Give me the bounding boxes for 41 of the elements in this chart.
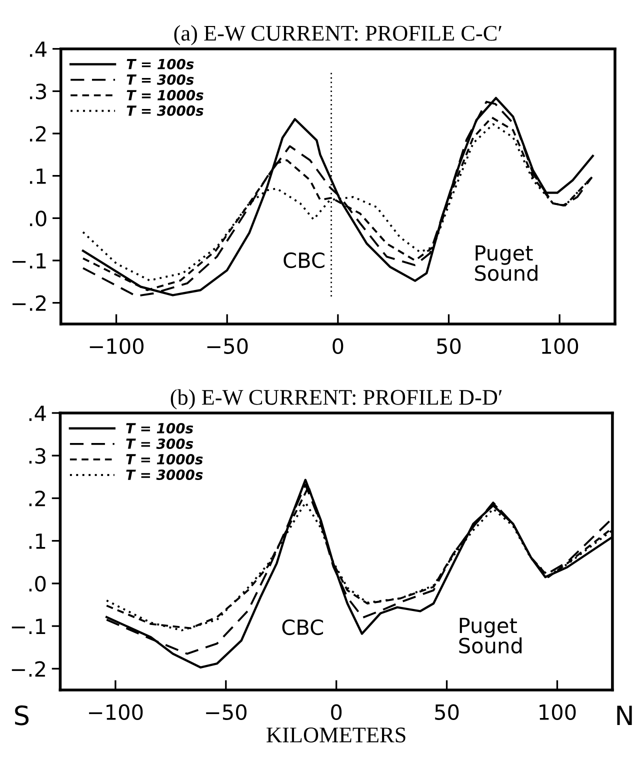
x-axis-title: KILOMETERS bbox=[266, 728, 406, 742]
text: S bbox=[15, 705, 29, 726]
y-tick-label: .2 bbox=[29, 490, 45, 506]
x-tick-label: −100 bbox=[90, 338, 144, 354]
text: N bbox=[617, 706, 632, 725]
y-tick-label: −.2 bbox=[12, 661, 45, 677]
x-tick-label: 100 bbox=[540, 704, 576, 720]
chart-title: (a) E-W CURRENT: PROFILE C-C′ bbox=[174, 25, 502, 46]
y-tick-label: .2 bbox=[30, 126, 46, 142]
legend-label: T = 3000s bbox=[126, 470, 203, 480]
annotation: Puget Sound bbox=[475, 245, 538, 281]
y-tick-label: .4 bbox=[29, 406, 46, 421]
y-tick-label: −.1 bbox=[12, 618, 46, 634]
y-tick-label: .3 bbox=[29, 448, 46, 464]
y-tick-label: .0 bbox=[30, 210, 46, 226]
annotation: Puget Sound bbox=[459, 618, 522, 654]
annotation: CBC bbox=[282, 619, 324, 636]
x-tick-label: −50 bbox=[206, 704, 246, 720]
x-tick-label: 100 bbox=[542, 338, 578, 354]
legend-label: T = 300s bbox=[126, 438, 194, 449]
chart-title: (b) E-W CURRENT: PROFILE D-D′ bbox=[170, 389, 502, 410]
legend-label: T = 1000s bbox=[126, 90, 204, 100]
x-tick-label: 0 bbox=[332, 338, 344, 354]
y-tick-label: .0 bbox=[29, 576, 46, 592]
y-tick-label: −.2 bbox=[12, 295, 46, 311]
y-tick-label: .1 bbox=[29, 534, 46, 549]
x-tick-label: 0 bbox=[331, 704, 342, 720]
y-tick-label: −.1 bbox=[12, 253, 46, 268]
x-tick-label: 50 bbox=[435, 704, 459, 720]
legend-label: T = 300s bbox=[126, 74, 194, 85]
annotation: CBC bbox=[284, 252, 324, 268]
legend-label: T = 1000s bbox=[126, 454, 203, 465]
legend-label: T = 3000s bbox=[126, 105, 204, 116]
y-tick-label: .1 bbox=[30, 168, 46, 184]
x-tick-label: −100 bbox=[89, 704, 143, 720]
x-tick-label: −50 bbox=[207, 338, 248, 354]
legend-label: T = 100s bbox=[126, 58, 194, 70]
x-tick-label: 50 bbox=[437, 338, 461, 354]
y-tick-label: .4 bbox=[30, 42, 46, 57]
y-tick-label: .3 bbox=[30, 84, 46, 100]
legend-label: T = 100s bbox=[126, 422, 194, 434]
